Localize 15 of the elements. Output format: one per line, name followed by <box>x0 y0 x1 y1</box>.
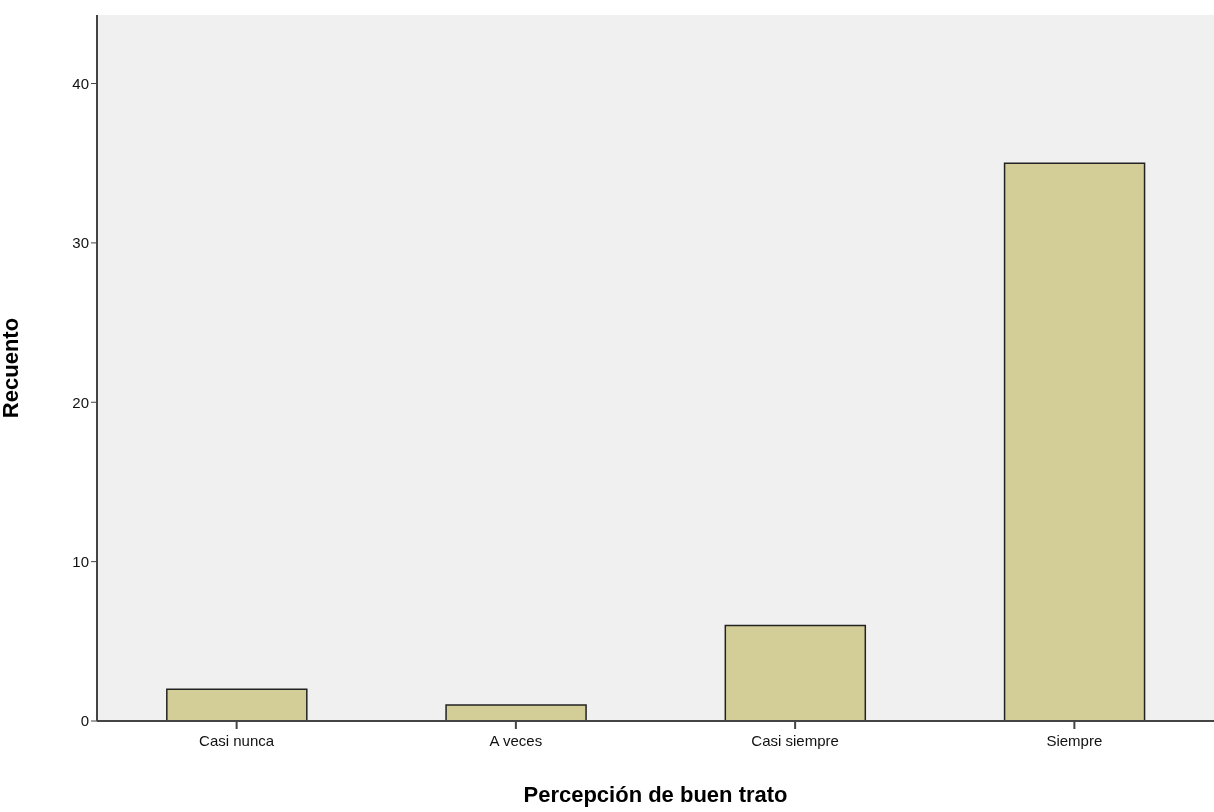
y-tick-label: 40 <box>72 74 89 92</box>
y-axis-title: Recuento <box>0 317 23 419</box>
y-tick-label: 0 <box>80 712 89 730</box>
bar <box>1003 162 1146 721</box>
x-tick-label: A veces <box>489 731 543 749</box>
bar <box>724 624 867 721</box>
bar <box>445 704 587 721</box>
x-tick-label: Casi siempre <box>751 731 839 749</box>
x-tick-label: Casi nunca <box>199 731 275 749</box>
bar <box>166 688 308 721</box>
x-tick-label: Siempre <box>1046 731 1103 749</box>
y-tick-label: 20 <box>72 393 89 411</box>
x-axis-title: Percepción de buen trato <box>523 782 788 807</box>
y-tick-label: 30 <box>72 234 89 252</box>
y-tick-label: 10 <box>72 552 89 570</box>
